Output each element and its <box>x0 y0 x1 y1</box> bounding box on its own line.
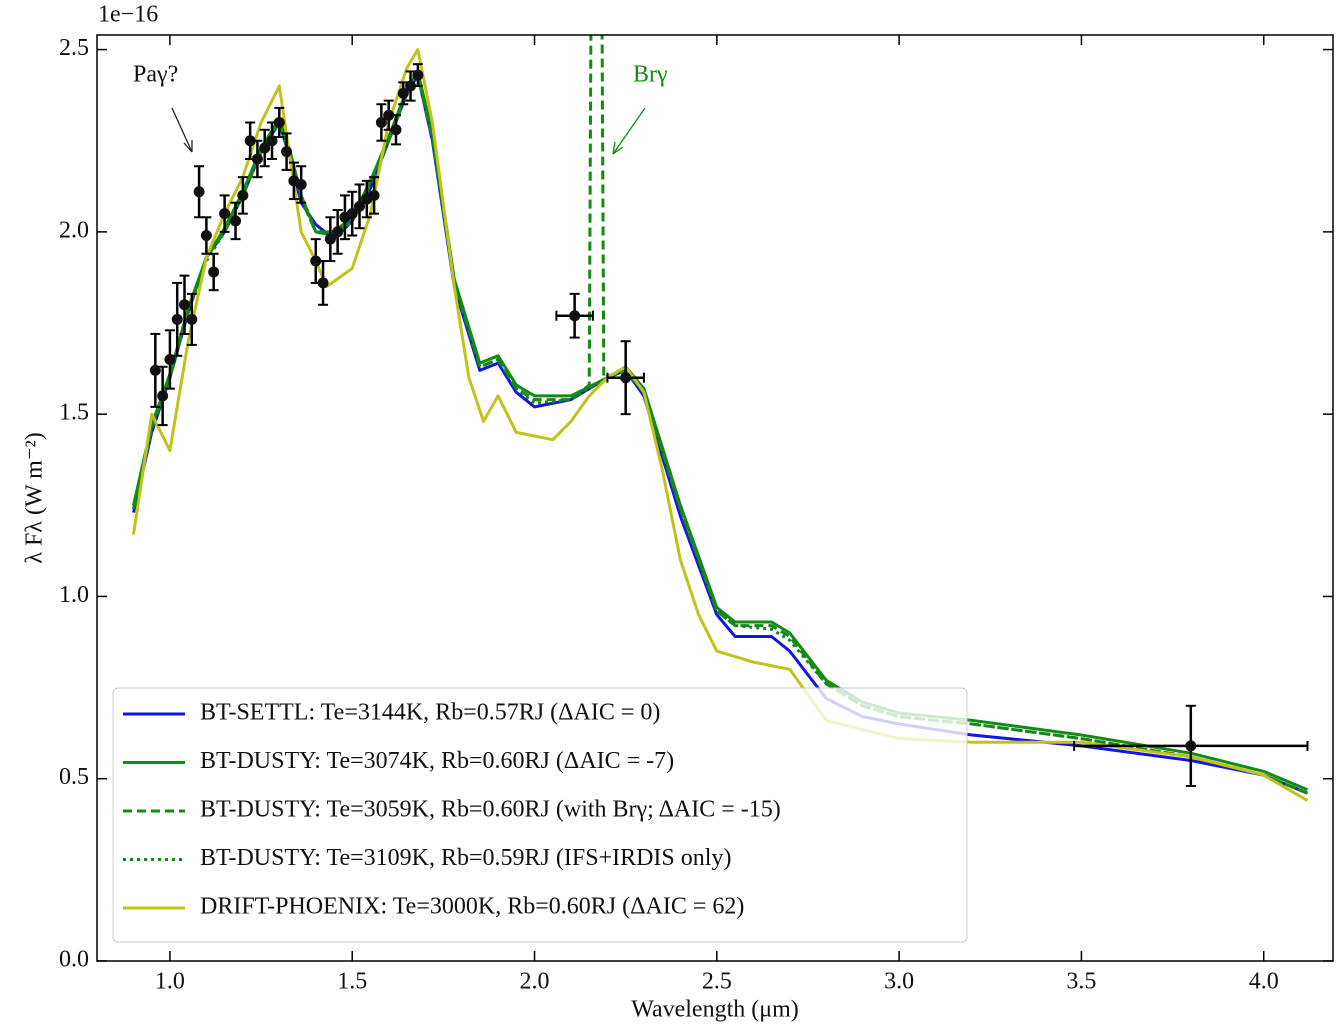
y-tick-label: 0.0 <box>59 947 89 973</box>
annotation-arrow <box>171 107 193 153</box>
model-line <box>132 73 1309 795</box>
data-point <box>310 255 322 267</box>
legend-label: BT-DUSTY: Te=3074K, Rb=0.60RJ (ΔAIC = -7… <box>200 748 674 774</box>
legend-label: BT-DUSTY: Te=3059K, Rb=0.60RJ (with Brγ;… <box>200 797 781 823</box>
data-point <box>237 189 249 201</box>
data-point <box>324 233 336 245</box>
arrow-head <box>612 141 624 155</box>
annotation: Brγ <box>633 62 668 88</box>
data-point <box>383 109 395 121</box>
data-point <box>390 124 402 136</box>
data-point <box>244 135 256 147</box>
plot-frame <box>96 34 1334 962</box>
data-point <box>332 226 344 238</box>
y-tick-label: 1.0 <box>59 582 89 608</box>
data-point <box>368 189 380 201</box>
data-point <box>157 390 169 402</box>
data-point <box>219 208 231 220</box>
x-tick-label: 3.0 <box>884 969 914 995</box>
data-point <box>179 299 191 311</box>
x-tick-label: 2.5 <box>702 969 732 995</box>
y-tick-label: 1.5 <box>59 400 89 426</box>
y-axis-label: λ Fλ (W m⁻²) <box>22 432 48 563</box>
model-line <box>132 35 1309 795</box>
data-point <box>375 116 387 128</box>
legend-label: DRIFT-PHOENIX: Te=3000K, Rb=0.60RJ (ΔAIC… <box>200 894 744 920</box>
x-axis-label: Wavelength (μm) <box>631 997 799 1023</box>
legend: BT-SETTL: Te=3144K, Rb=0.57RJ (ΔAIC = 0)… <box>112 687 968 943</box>
data-point <box>346 208 358 220</box>
arrow-head <box>183 140 193 153</box>
x-tick-label: 2.0 <box>520 969 550 995</box>
data-point <box>620 372 632 384</box>
y-tick-label: 2.0 <box>59 217 89 243</box>
plot-area <box>132 35 1309 802</box>
legend-label: BT-SETTL: Te=3144K, Rb=0.57RJ (ΔAIC = 0) <box>200 700 660 726</box>
annotation: Paγ? <box>133 62 178 88</box>
legend-label: BT-DUSTY: Te=3109K, Rb=0.59RJ (IFS+IRDIS… <box>200 845 731 871</box>
x-tick-label: 1.5 <box>337 969 367 995</box>
y-tick-label: 0.5 <box>59 764 89 790</box>
offset-label: 1e−16 <box>98 2 158 28</box>
legend-box <box>112 687 968 943</box>
data-point <box>281 146 293 158</box>
model-line <box>132 70 1309 792</box>
data-point <box>200 230 212 242</box>
annotation-arrow <box>612 107 646 155</box>
data-point <box>259 142 271 154</box>
data-point <box>171 313 183 325</box>
data-point <box>1185 740 1197 752</box>
data-point <box>208 266 220 278</box>
data-point <box>397 87 409 99</box>
data-point <box>354 200 366 212</box>
data-point <box>251 153 263 165</box>
data-point <box>273 116 285 128</box>
x-tick-label: 4.0 <box>1249 969 1279 995</box>
data-point <box>295 178 307 190</box>
model-line <box>132 48 1309 802</box>
data-point <box>186 313 198 325</box>
x-tick-label: 3.5 <box>1066 969 1096 995</box>
x-tick-label: 1.0 <box>155 969 185 995</box>
data-point <box>230 215 242 227</box>
model-line <box>132 73 1309 795</box>
data-point <box>193 186 205 198</box>
data-point <box>405 80 417 92</box>
data-point <box>317 277 329 289</box>
data-point <box>412 69 424 81</box>
data-point <box>569 310 581 322</box>
y-tick-label: 2.5 <box>59 35 89 61</box>
